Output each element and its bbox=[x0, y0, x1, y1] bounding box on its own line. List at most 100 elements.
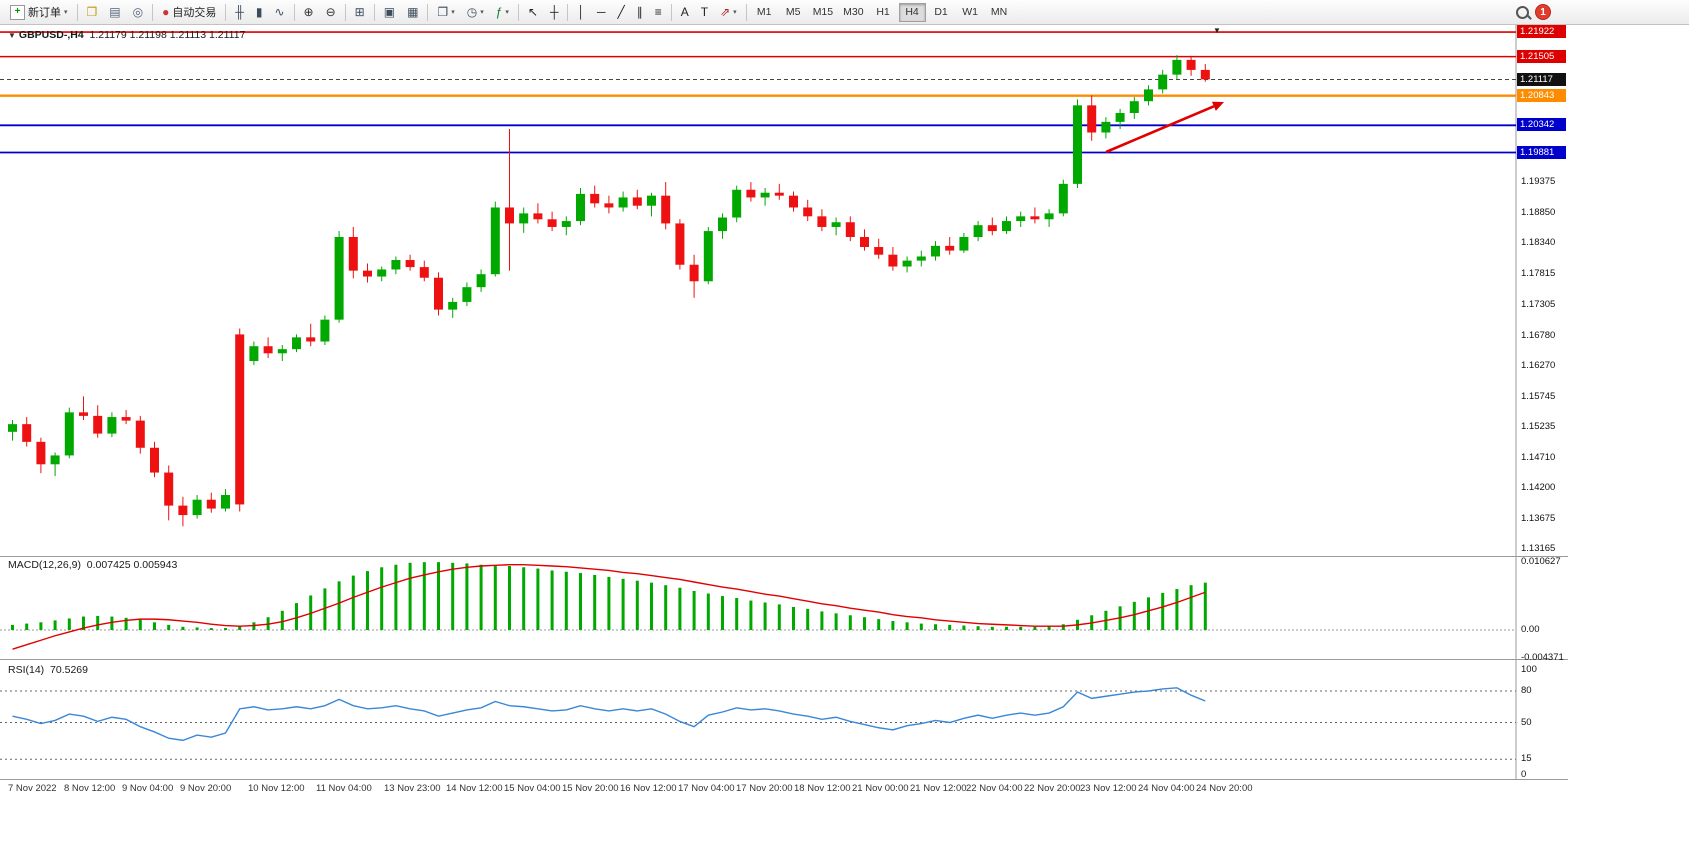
price-axis-label: 1.18340 bbox=[1521, 237, 1556, 249]
macd-bar bbox=[905, 622, 909, 630]
candle-body bbox=[178, 505, 188, 516]
price-axis-label: 1.13675 bbox=[1521, 512, 1556, 524]
symbol-collapse-icon[interactable]: ▼ bbox=[8, 31, 16, 40]
candle-body bbox=[476, 274, 486, 288]
channel-button[interactable]: ∥ bbox=[632, 2, 648, 23]
timeframe-button-mn[interactable]: MN bbox=[986, 3, 1013, 22]
auto-arrange-button[interactable]: ▣ bbox=[379, 2, 400, 23]
candle-body bbox=[235, 334, 245, 505]
candle-body bbox=[533, 213, 543, 220]
label-icon: T bbox=[700, 5, 709, 19]
candle-body bbox=[448, 301, 458, 310]
indicators-button[interactable]: ƒ ▾ bbox=[491, 2, 514, 23]
pane-separator-rsi-timeaxis[interactable] bbox=[0, 777, 1570, 781]
toolbar-separator bbox=[76, 3, 78, 21]
line-chart-button[interactable]: ∿ bbox=[269, 2, 289, 23]
candle-body bbox=[50, 455, 60, 465]
candle-body bbox=[490, 207, 500, 275]
timeframe-button-m1[interactable]: M1 bbox=[751, 3, 778, 22]
timeframe-button-m5[interactable]: M5 bbox=[780, 3, 807, 22]
price-badge: 1.21117 bbox=[1517, 72, 1566, 86]
pane-separator-main-macd[interactable] bbox=[0, 554, 1570, 558]
macd-bar bbox=[280, 610, 284, 630]
time-axis-label: 11 Nov 04:00 bbox=[316, 783, 372, 794]
trendline-button[interactable]: ╱ bbox=[613, 2, 630, 23]
candle-body bbox=[547, 219, 557, 227]
macd-bar bbox=[422, 562, 426, 630]
candle-body bbox=[1030, 216, 1040, 220]
grid-button[interactable]: ▦ bbox=[402, 2, 423, 23]
macd-histogram-layer bbox=[11, 562, 1207, 630]
macd-bar bbox=[394, 564, 398, 630]
candle-body bbox=[1129, 101, 1139, 114]
zoom-in-button[interactable]: ⊕ bbox=[299, 2, 319, 23]
chart-shift-marker[interactable]: ▼ bbox=[1213, 26, 1221, 35]
indicators-icon: ƒ bbox=[495, 5, 503, 19]
macd-bar bbox=[749, 600, 753, 630]
crosshair-button[interactable]: ┼ bbox=[545, 2, 564, 23]
new-order-button[interactable]: + 新订单 ▾ bbox=[5, 2, 73, 23]
candle-body bbox=[434, 277, 443, 310]
charts-button[interactable]: ❐ bbox=[82, 2, 103, 23]
new-order-button-label: 新订单 bbox=[28, 7, 61, 19]
rsi-axis-label: 100 bbox=[1521, 664, 1537, 675]
bar-chart-button[interactable]: ╫ bbox=[230, 2, 249, 23]
price-axis-label: 1.15745 bbox=[1521, 390, 1556, 402]
chart-symbol-title: GBPUSD-,H4 bbox=[18, 29, 84, 41]
timeframe-button-d1[interactable]: D1 bbox=[928, 3, 955, 22]
new-chart-button[interactable]: ❐ ▾ bbox=[432, 2, 459, 23]
candle-body bbox=[1144, 89, 1153, 102]
arrows-button[interactable]: ⇗ ▾ bbox=[715, 2, 742, 23]
macd-bar bbox=[948, 624, 952, 630]
timeframe-button-h1[interactable]: H1 bbox=[870, 3, 897, 22]
time-axis-label: 21 Nov 12:00 bbox=[910, 783, 967, 794]
macd-bar bbox=[1147, 597, 1150, 630]
vertical-line-button[interactable]: │ bbox=[572, 2, 590, 23]
price-badge: 1.19881 bbox=[1517, 145, 1566, 159]
candle-body bbox=[561, 221, 571, 227]
text-button[interactable]: A bbox=[676, 2, 694, 23]
macd-bar bbox=[522, 567, 526, 630]
timeframe-button-m30[interactable]: M30 bbox=[839, 3, 867, 22]
autotrading-button[interactable]: ● 自动交易 bbox=[157, 2, 221, 23]
macd-bar bbox=[479, 564, 483, 630]
candle-body bbox=[419, 267, 429, 278]
candle-body bbox=[987, 225, 997, 232]
candle-body bbox=[505, 207, 514, 224]
zoom-out-button[interactable]: ⊖ bbox=[321, 2, 341, 23]
timeframe-button-w1[interactable]: W1 bbox=[957, 3, 984, 22]
macd-bar bbox=[820, 611, 824, 630]
alerts-button[interactable]: ◎ bbox=[128, 2, 148, 23]
candle-body bbox=[79, 412, 88, 416]
price-badge: 1.21922 bbox=[1517, 25, 1566, 38]
time-axis-label: 22 Nov 20:00 bbox=[1024, 783, 1081, 794]
horizontal-line-button[interactable]: ─ bbox=[592, 2, 611, 23]
profiles-button[interactable]: ▤ bbox=[104, 2, 125, 23]
notification-badge[interactable]: 1 bbox=[1535, 4, 1551, 20]
rsi-values: 70.5269 bbox=[50, 664, 88, 676]
toolbar-separator bbox=[670, 3, 672, 21]
macd-bar bbox=[508, 566, 511, 630]
pane-separator-macd-rsi[interactable] bbox=[0, 657, 1570, 661]
horizontal-line-icon: ─ bbox=[596, 5, 606, 19]
candle-body bbox=[292, 337, 301, 350]
tile-windows-button[interactable]: ⊞ bbox=[350, 2, 370, 23]
cursor-button[interactable]: ↖ bbox=[523, 2, 543, 23]
label-button[interactable]: T bbox=[696, 2, 713, 23]
candle-body bbox=[1087, 105, 1097, 133]
timeframe-button-h4[interactable]: H4 bbox=[898, 2, 926, 22]
macd-bar bbox=[834, 613, 838, 630]
timeframe-button-m15[interactable]: M15 bbox=[809, 3, 837, 22]
macd-bar bbox=[621, 578, 625, 630]
candlestick-button[interactable]: ▮ bbox=[251, 2, 268, 23]
time-axis-label: 18 Nov 12:00 bbox=[794, 783, 851, 794]
price-axis-label: 1.14710 bbox=[1521, 451, 1556, 463]
clock-button[interactable]: ◷ ▾ bbox=[462, 2, 489, 23]
search-icon[interactable] bbox=[1516, 6, 1529, 19]
candle-body bbox=[973, 225, 983, 237]
time-axis-label: 15 Nov 04:00 bbox=[504, 783, 561, 794]
rsi-title: RSI(14) bbox=[8, 664, 45, 676]
candle-body bbox=[888, 254, 898, 267]
fibonacci-button[interactable]: ≡ bbox=[650, 2, 667, 23]
